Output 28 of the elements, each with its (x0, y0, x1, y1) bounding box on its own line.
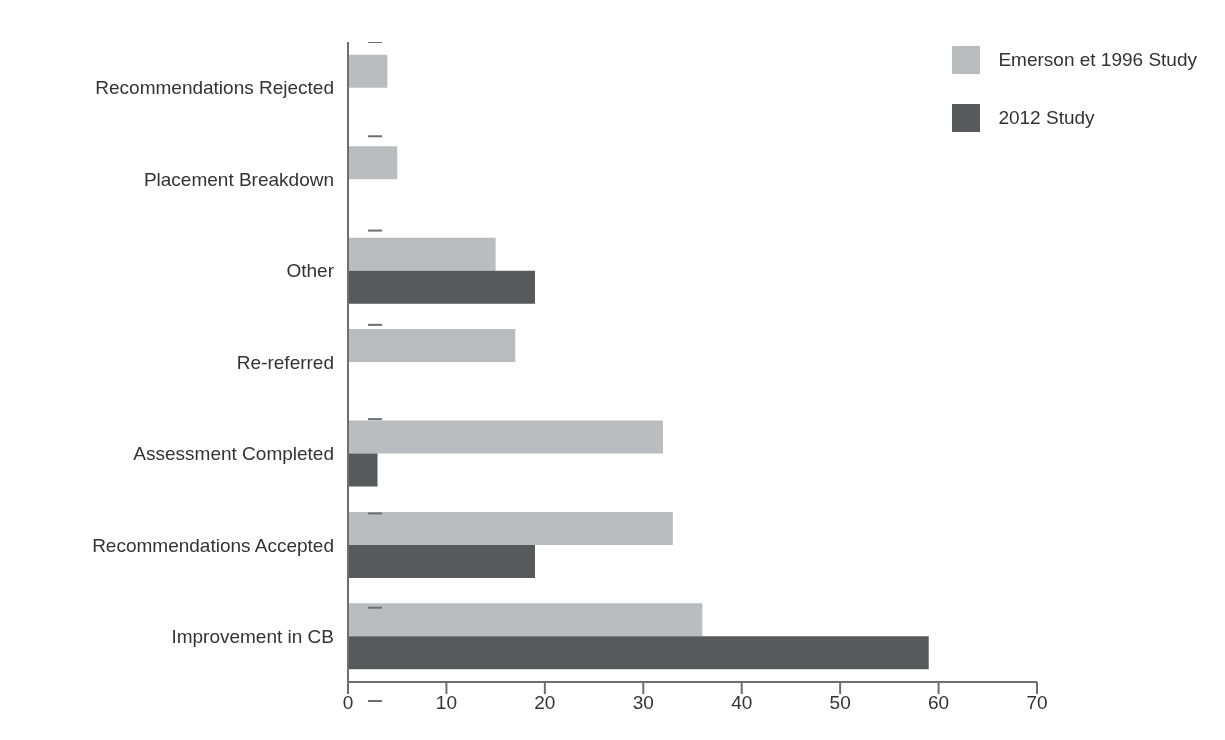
y-tick-label: Recommendations Rejected (95, 77, 334, 99)
y-tick-label: Other (286, 260, 335, 282)
bar (348, 237, 496, 271)
bar (348, 420, 663, 454)
bar (348, 146, 398, 180)
bar (348, 544, 536, 578)
bar (348, 636, 929, 670)
x-tick-label: 40 (731, 692, 753, 714)
bar (348, 329, 516, 363)
bar (348, 270, 536, 304)
y-tick-label: Placement Breakdown (143, 168, 334, 190)
bar (348, 603, 703, 637)
x-tick-label: 10 (435, 692, 457, 714)
x-tick-label: 20 (534, 692, 556, 714)
x-tick-label: 70 (1026, 692, 1048, 714)
y-tick-label: Assessment Completed (133, 443, 334, 465)
legend-label: 2012 Study (998, 107, 1095, 129)
x-tick-label: 0 (342, 692, 354, 714)
x-tick-label: 60 (928, 692, 950, 714)
legend-label: Emerson et 1996 Study (998, 49, 1197, 71)
bar (348, 453, 378, 487)
y-tick-label: Improvement in CB (171, 626, 334, 648)
y-tick-label: Recommendations Accepted (92, 534, 334, 556)
bar (348, 54, 388, 88)
y-tick-label: Re-referred (236, 351, 334, 373)
bar (348, 511, 673, 545)
x-tick-label: 30 (632, 692, 654, 714)
x-tick-label: 50 (829, 692, 851, 714)
